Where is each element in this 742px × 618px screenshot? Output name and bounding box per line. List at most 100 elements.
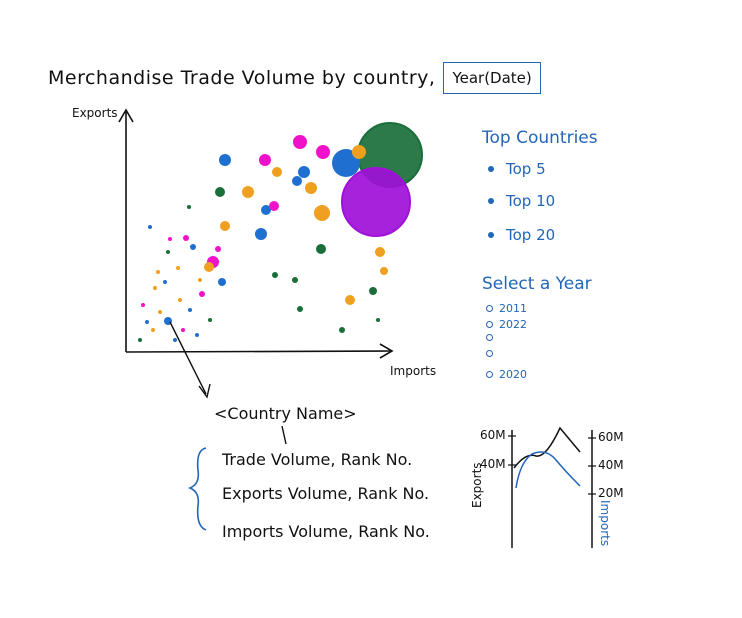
tooltip-brace [187,447,207,531]
tooltip-exports-volume: Exports Volume, Rank No. [222,484,430,503]
tooltip-pointer-head [198,383,211,399]
scatter-point[interactable] [208,318,212,322]
x-axis-label: Imports [390,364,437,378]
mini-right-tick-label: 60M [598,430,624,444]
radio-ring-icon [486,321,493,328]
mini-right-tick-label: 40M [598,458,624,472]
scatter-point[interactable] [369,287,377,295]
y-axis-arrow [118,108,134,123]
scatter-point[interactable] [272,272,278,278]
option-label: Top 5 [506,160,546,178]
scatter-point[interactable] [220,221,230,231]
scatter-point[interactable] [345,295,355,305]
radio-ring-icon [486,334,493,341]
scatter-point[interactable] [198,278,202,282]
radio-dot-icon [488,198,494,204]
radio-ring-icon [486,305,493,312]
scatter-point[interactable] [145,320,149,324]
scatter-point[interactable] [298,166,310,178]
title-row: Merchandise Trade Volume by country, Yea… [48,58,541,98]
scatter-point[interactable] [153,286,157,290]
scatter-point[interactable] [187,205,191,209]
scatter-point[interactable] [316,244,326,254]
scatter-point[interactable] [163,280,167,284]
mini-right-tick-label: 20M [598,486,624,500]
scatter-point[interactable] [195,333,199,337]
radio-dot-icon [488,232,494,238]
scatter-point[interactable] [178,298,182,302]
scatter-point[interactable] [255,228,267,240]
scatter-point[interactable] [181,328,185,332]
scatter-point[interactable] [168,237,172,241]
scatter-point[interactable] [156,270,160,274]
year-label: 2022 [499,318,527,331]
tooltip-pointer [169,321,207,395]
scatter-point[interactable] [292,277,298,283]
year-label: 2011 [499,302,527,315]
scatter-point[interactable] [332,149,360,177]
scatter-point[interactable] [272,167,282,177]
select-year-title: Select a Year [482,274,592,294]
scatter-point[interactable] [375,247,385,257]
option-label: Top 20 [506,226,556,244]
scatter-point[interactable] [199,291,205,297]
scatter-points [138,122,423,342]
top-countries-title: Top Countries [482,128,598,148]
x-axis-arrow [379,343,394,359]
scatter-point[interactable] [176,266,180,270]
scatter-point[interactable] [148,225,152,229]
tooltip-country-name: <Country Name> [214,404,357,423]
scatter-point[interactable] [314,205,330,221]
mini-exports-label: Exports [470,462,484,508]
scatter-point[interactable] [376,318,380,322]
year-selector[interactable]: Year(Date) [443,62,541,94]
scatter-point[interactable] [352,145,366,159]
scatter-point[interactable] [173,338,177,342]
tooltip-caret [281,425,287,445]
mini-left-tick-label: 60M [480,428,506,442]
scatter-point[interactable] [188,308,192,312]
scatter-point[interactable] [269,201,279,211]
radio-ring-icon [486,371,493,378]
scatter-point[interactable] [183,235,189,241]
scatter-point[interactable] [215,246,221,252]
scatter-point[interactable] [158,310,162,314]
scatter-point[interactable] [297,306,303,312]
top-5-option[interactable]: Top 5 [488,160,546,178]
scatter-point[interactable] [316,145,330,159]
top-20-option[interactable]: Top 20 [488,226,555,244]
year-option-2022[interactable]: 2022 [486,318,527,331]
scatter-point[interactable] [242,186,254,198]
scatter-point[interactable] [215,187,225,197]
x-axis [125,350,391,353]
scatter-point[interactable] [305,182,317,194]
scatter-point[interactable] [341,167,411,237]
scatter-point[interactable] [380,267,388,275]
top-10-option[interactable]: Top 10 [488,192,555,210]
scatter-point[interactable] [141,303,145,307]
radio-dot-icon [488,166,494,172]
year-option[interactable] [486,350,499,357]
year-option-2020[interactable]: 2020 [486,368,527,381]
scatter-point[interactable] [138,338,142,342]
scatter-point[interactable] [219,154,231,166]
scatter-point[interactable] [259,154,271,166]
scatter-point[interactable] [151,328,155,332]
year-option[interactable] [486,334,499,341]
scatter-point[interactable] [339,327,345,333]
year-option-2011[interactable]: 2011 [486,302,527,315]
scatter-point[interactable] [190,244,196,250]
scatter-point[interactable] [293,135,307,149]
scatter-point[interactable] [261,205,271,215]
tooltip-imports-volume: Imports Volume, Rank No. [222,522,430,541]
scatter-point[interactable] [204,262,214,272]
scatter-point[interactable] [218,278,226,286]
scatter-point[interactable] [166,250,170,254]
scatter-point[interactable] [292,176,302,186]
mini-left-tick-label: 40M [480,457,506,471]
mini-exports-line [513,426,581,469]
option-label: Top 10 [506,192,556,210]
radio-ring-icon [486,350,493,357]
year-label: 2020 [499,368,527,381]
